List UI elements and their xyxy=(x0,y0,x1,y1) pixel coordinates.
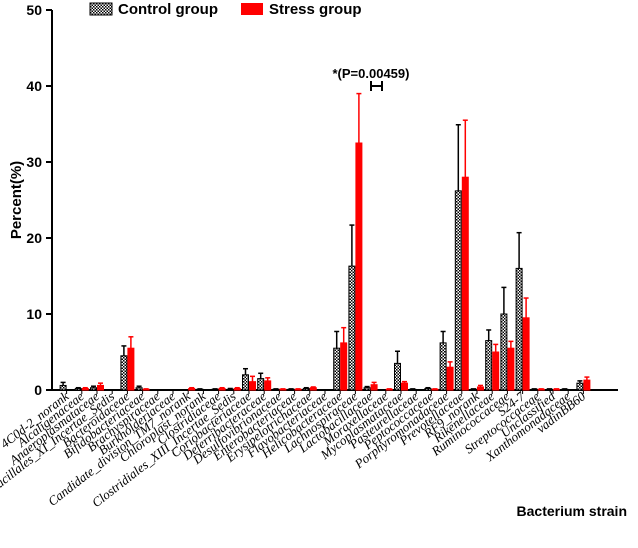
y-tick-label: 50 xyxy=(26,2,42,18)
bar-stress xyxy=(492,351,500,391)
bar-control xyxy=(500,313,508,391)
bar-stress xyxy=(461,176,469,391)
y-tick-label: 40 xyxy=(26,78,42,94)
y-axis: 0 10 20 30 40 50 xyxy=(26,2,53,398)
bar-stress xyxy=(401,382,408,391)
bar-stress xyxy=(507,347,515,391)
y-tick-label: 30 xyxy=(26,154,42,170)
bar-stress xyxy=(583,379,591,391)
legend-swatch-control xyxy=(89,2,113,16)
bar-stress xyxy=(477,386,484,391)
bar-control xyxy=(242,374,249,391)
legend-swatch-stress xyxy=(241,3,263,15)
bar-control xyxy=(394,362,401,391)
legend: Control group Stress group xyxy=(89,1,362,18)
significance-marker: *(P=0.00459) xyxy=(333,66,410,91)
bar-control xyxy=(333,347,341,391)
legend-label-control: Control group xyxy=(118,1,218,18)
bar-stress xyxy=(340,342,348,391)
bar-control xyxy=(515,267,523,391)
bar-stress xyxy=(249,381,256,391)
bar-stress xyxy=(218,387,226,391)
bar-control xyxy=(454,190,462,391)
bar-stress xyxy=(370,384,378,391)
bar-stress xyxy=(81,387,89,391)
bar-control xyxy=(485,340,493,391)
y-axis-label: Percent(%) xyxy=(8,161,25,239)
bar-control xyxy=(120,355,128,391)
bar-stress xyxy=(127,347,135,391)
bar-control xyxy=(439,342,447,391)
bar-stress xyxy=(233,387,241,391)
bar-stress xyxy=(97,384,104,391)
x-axis-label: Bacterium strain xyxy=(517,503,627,519)
y-tick-label: 20 xyxy=(26,230,42,246)
bar-stress xyxy=(355,142,363,391)
legend-label-stress: Stress group xyxy=(269,1,362,18)
significance-label: *(P=0.00459) xyxy=(333,66,410,81)
bar-stress xyxy=(522,317,530,391)
bar-stress xyxy=(188,387,196,391)
bar-stress xyxy=(264,380,272,391)
bars xyxy=(59,92,591,394)
bar-stress xyxy=(309,387,317,391)
bar-control xyxy=(348,265,356,391)
y-tick-label: 10 xyxy=(26,306,42,322)
y-tick-label: 0 xyxy=(34,382,42,398)
bar-stress xyxy=(446,366,454,391)
x-tick-labels: 4C0d-2_norankAlcaligenaceaeAnaeroplasmat… xyxy=(0,388,589,510)
